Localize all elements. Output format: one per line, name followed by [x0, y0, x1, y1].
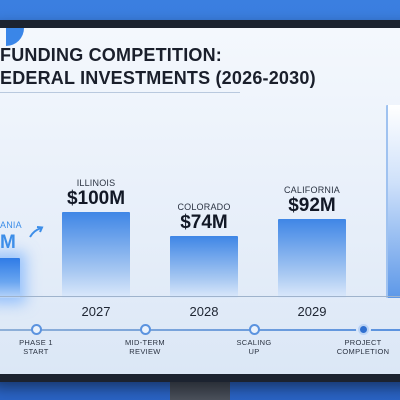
milestone-label-text: PHASE 1 START: [19, 338, 53, 356]
bar-year-label: 2028: [189, 304, 219, 319]
bar-value-label-partial: M: [0, 232, 16, 253]
monitor-screen: [0, 28, 400, 374]
bar-partial: [0, 258, 20, 298]
bar-value-label: $100M: [66, 188, 126, 209]
milestone-label: SCALING UP: [219, 338, 289, 356]
bar-state-label: CALIFORNIA: [283, 185, 340, 195]
milestone-label-text: MID-TERM REVIEW: [125, 338, 165, 356]
bar-colorado: [170, 236, 238, 298]
timeline-node: [140, 324, 151, 335]
milestone-label: PROJECT COMPLETION: [328, 338, 398, 356]
monitor-stand: [170, 382, 230, 400]
bar-year-label: 2029: [297, 304, 327, 319]
milestone-label: PHASE 1 START: [1, 338, 71, 356]
bar-year-label: 2027: [81, 304, 111, 319]
timeline-node: [31, 324, 42, 335]
title-divider: [0, 92, 240, 93]
arrow-up-right-icon: [28, 224, 44, 240]
bar-state-label-partial: ANIA: [0, 220, 22, 230]
timeline-track: [0, 329, 400, 331]
bar-value-label: $74M: [180, 212, 228, 233]
chart-baseline: [0, 296, 400, 297]
bar-value-label: $92M: [288, 195, 336, 216]
chart-title-line-2: EDERAL INVESTMENTS (2026-2030): [0, 68, 316, 88]
milestone-label-text: SCALING UP: [236, 338, 272, 356]
bar-state-label: ILLINOIS: [76, 178, 116, 188]
timeline-node-active: [358, 324, 369, 335]
chart-title-line-1: FUNDING COMPETITION:: [0, 45, 222, 65]
bar-california: [278, 219, 346, 298]
milestone-label: MID-TERM REVIEW: [110, 338, 180, 356]
bar-illinois: [62, 212, 130, 298]
bar-tall-partial: [386, 105, 400, 298]
timeline-node: [249, 324, 260, 335]
bar-state-label: COLORADO: [177, 202, 231, 212]
milestone-label-text: PROJECT COMPLETION: [336, 338, 390, 356]
